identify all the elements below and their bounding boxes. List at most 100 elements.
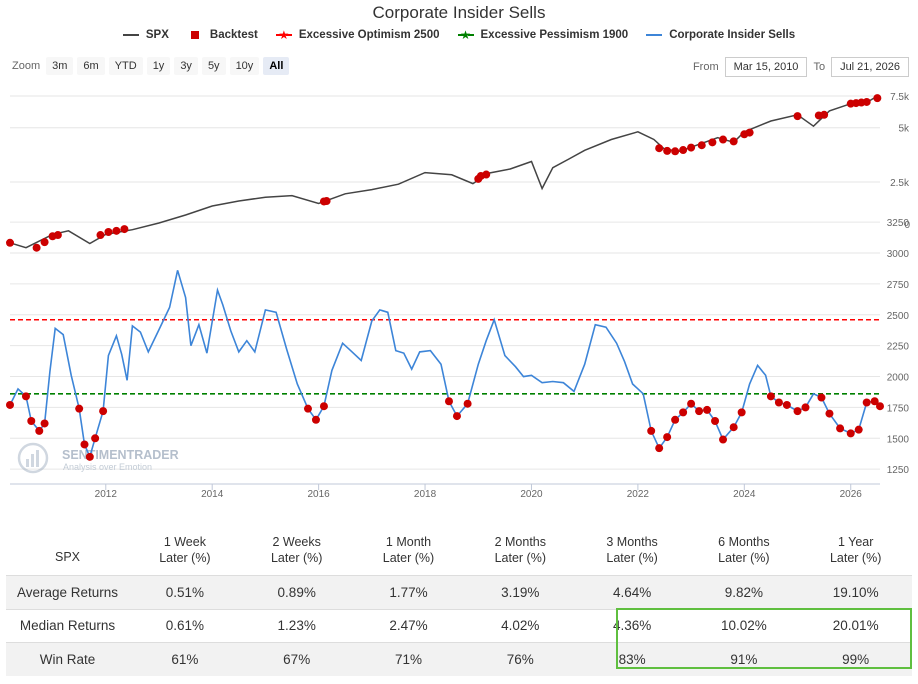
signal-dot bbox=[91, 434, 100, 443]
backtest-dot bbox=[793, 112, 802, 121]
to-date-input[interactable]: Jul 21, 2026 bbox=[831, 57, 909, 77]
signal-dot bbox=[80, 440, 89, 449]
signal-dot bbox=[695, 407, 704, 416]
insider-tick-label: 2750 bbox=[887, 280, 910, 291]
signal-dot bbox=[817, 393, 826, 402]
signal-dot bbox=[687, 399, 696, 408]
date-range: From Mar 15, 2010 To Jul 21, 2026 bbox=[693, 57, 909, 77]
chart-area[interactable]: SENTIMENTRADER Analysis over Emotion 2.5… bbox=[0, 0, 918, 520]
legend-label: SPX bbox=[145, 29, 169, 41]
legend-item-corporate-insider-sells[interactable]: Corporate Insider Sells bbox=[646, 29, 795, 41]
zoom-label: Zoom bbox=[12, 60, 41, 72]
zoom-button-ytd[interactable]: YTD bbox=[108, 57, 143, 75]
x-tick-label: 2012 bbox=[95, 489, 118, 500]
insider-tick-label: 2500 bbox=[887, 311, 910, 322]
table-cell: 4.36% bbox=[612, 618, 652, 634]
backtest-dot bbox=[719, 135, 728, 144]
legend-label: Backtest bbox=[209, 29, 258, 41]
legend-item-excessive-optimism[interactable]: ★ Excessive Optimism 2500 bbox=[275, 29, 440, 41]
backtest-dot bbox=[820, 110, 829, 119]
x-tick-label: 2018 bbox=[414, 489, 437, 500]
table-header-row: SPX 1 Week Later (%) 2 Weeks Later (%) 1 M… bbox=[6, 525, 912, 575]
table-row: Median Returns 0.61% 1.23% 2.47% 4.02% 4… bbox=[6, 608, 912, 643]
table-cell: 61% bbox=[171, 651, 199, 667]
row-label: Average Returns bbox=[16, 584, 119, 600]
zoom-button-5y[interactable]: 5y bbox=[201, 57, 226, 75]
insider-tick-label: 3250 bbox=[887, 218, 910, 229]
backtest-dot bbox=[655, 144, 664, 153]
signal-dot bbox=[793, 407, 802, 416]
signal-dot bbox=[737, 408, 746, 417]
signal-dot bbox=[719, 435, 728, 444]
header-line: Later (%) bbox=[718, 551, 770, 565]
table-cell: 76% bbox=[506, 651, 534, 667]
legend-item-spx[interactable]: SPX bbox=[122, 29, 169, 41]
legend: SPX Backtest ★ Excessive Optimism 2500 ★… bbox=[0, 29, 918, 41]
backtest-square-swatch bbox=[190, 31, 199, 39]
zoom-button-3m[interactable]: 3m bbox=[46, 57, 74, 75]
table-cell: 2.47% bbox=[389, 618, 428, 634]
signal-dot bbox=[801, 403, 810, 412]
spx-series bbox=[6, 94, 882, 252]
backtest-dot bbox=[53, 231, 62, 240]
zoom-button-3y[interactable]: 3y bbox=[174, 57, 198, 75]
signal-dot bbox=[711, 417, 720, 426]
spx-line bbox=[9, 96, 881, 249]
x-tick-label: 2016 bbox=[307, 489, 330, 500]
chart-title: Corporate Insider Sells bbox=[372, 3, 546, 22]
spx-tick-label: 7.5k bbox=[890, 92, 910, 103]
backtest-dot bbox=[120, 225, 129, 234]
to-label: To bbox=[813, 61, 826, 73]
table-cell: 3.19% bbox=[501, 584, 540, 600]
signal-dot bbox=[655, 444, 664, 453]
from-label: From bbox=[692, 61, 719, 73]
zoom-button-10y[interactable]: 10y bbox=[229, 57, 260, 75]
zoom-button-6m[interactable]: 6m bbox=[77, 57, 105, 75]
signal-dot bbox=[663, 433, 672, 442]
backtest-dot bbox=[40, 238, 49, 247]
legend-item-backtest[interactable]: Backtest bbox=[187, 29, 258, 41]
spx-tick-label: 5k bbox=[898, 124, 910, 135]
insider-tick-label: 1250 bbox=[887, 465, 910, 476]
header-line: 2 Months bbox=[494, 535, 546, 549]
backtest-dot bbox=[687, 143, 696, 152]
signal-dot bbox=[319, 402, 328, 411]
watermark-tagline: Analysis over Emotion bbox=[63, 462, 152, 472]
table-cell: 99% bbox=[842, 651, 870, 667]
backtest-dot bbox=[112, 226, 121, 235]
table-header-3-months: 3 Months Later (%) bbox=[576, 534, 688, 566]
zoom-button-all[interactable]: All bbox=[263, 57, 290, 75]
x-tick-label: 2014 bbox=[201, 489, 224, 500]
spx-gridlines bbox=[10, 95, 880, 183]
table-cell: 0.51% bbox=[165, 584, 205, 600]
spx-tick-label: 2.5k bbox=[890, 178, 910, 189]
table-cell: 0.89% bbox=[277, 584, 316, 600]
zoom-bar: Zoom 3m 6m YTD 1y 3y 5y 10y All bbox=[12, 57, 290, 75]
signal-dot bbox=[703, 405, 712, 414]
signal-dot bbox=[40, 419, 49, 428]
table-cell: 19.10% bbox=[832, 584, 879, 600]
from-date-input[interactable]: Mar 15, 2010 bbox=[724, 57, 808, 77]
backtest-dot bbox=[679, 146, 688, 155]
header-line: 3 Months bbox=[606, 535, 658, 549]
insider-tick-label: 2250 bbox=[887, 342, 910, 353]
zoom-button-1y[interactable]: 1y bbox=[146, 57, 171, 75]
table-cell: 71% bbox=[394, 651, 422, 667]
table-header-6-months: 6 Months Later (%) bbox=[688, 534, 800, 566]
backtest-dot bbox=[729, 137, 738, 146]
legend-item-excessive-pessimism[interactable]: ★ Excessive Pessimism 1900 bbox=[457, 29, 628, 41]
backtest-dot bbox=[745, 128, 754, 137]
header-line: 1 Year bbox=[837, 535, 874, 549]
table-cell: 67% bbox=[283, 651, 311, 667]
insider-sells-line bbox=[9, 270, 881, 460]
backtest-dot bbox=[671, 147, 680, 156]
returns-table: SPX 1 Week Later (%) 2 Weeks Later (%) 1 M… bbox=[6, 525, 912, 676]
signal-dot bbox=[679, 408, 688, 417]
header-line: 1 Week bbox=[163, 535, 206, 549]
header-line: Later (%) bbox=[382, 551, 435, 565]
table-cell: 20.01% bbox=[832, 618, 879, 634]
signal-dot bbox=[876, 402, 884, 411]
axis-labels: 2.5k 5k 7.5k 1250 1500 1750 2000 2250 2500 2750 30… bbox=[10, 92, 910, 500]
star-icon: ★ bbox=[457, 29, 474, 41]
table-header-2-months: 2 Months Later (%) bbox=[464, 534, 576, 566]
